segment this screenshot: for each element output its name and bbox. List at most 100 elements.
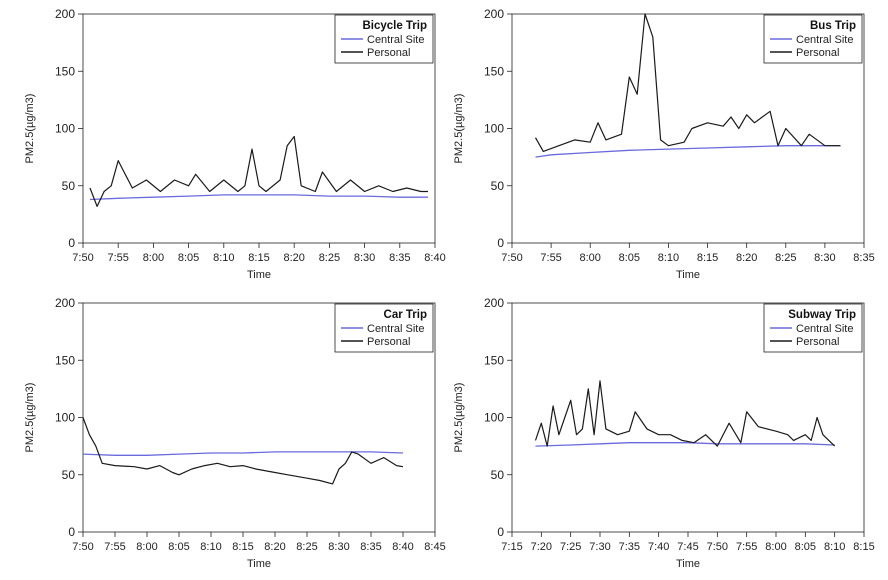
x-tick-label: 7:50 bbox=[501, 252, 522, 264]
y-tick-label: 150 bbox=[484, 353, 504, 367]
y-tick-label: 100 bbox=[484, 411, 504, 425]
x-tick-label: 8:20 bbox=[264, 541, 285, 553]
x-tick-label: 8:30 bbox=[328, 541, 349, 553]
x-tick-label: 8:15 bbox=[697, 252, 718, 264]
x-tick-label: 8:35 bbox=[389, 252, 410, 264]
y-tick-label: 150 bbox=[55, 353, 75, 367]
x-tick-label: 8:10 bbox=[200, 541, 221, 553]
x-tick-label: 8:05 bbox=[795, 541, 816, 553]
x-axis-label: Time bbox=[247, 558, 271, 570]
y-tick-label: 200 bbox=[55, 296, 75, 310]
x-tick-label: 8:00 bbox=[580, 252, 601, 264]
x-tick-label: 8:15 bbox=[248, 252, 269, 264]
x-tick-label: 8:15 bbox=[853, 541, 874, 553]
x-tick-label: 8:00 bbox=[765, 541, 786, 553]
x-tick-label: 8:15 bbox=[232, 541, 253, 553]
legend-label: Personal bbox=[367, 336, 410, 348]
y-tick-label: 150 bbox=[484, 64, 504, 78]
legend-label: Central Site bbox=[796, 34, 853, 46]
x-axis-label: Time bbox=[247, 269, 271, 281]
y-tick-label: 50 bbox=[491, 179, 505, 193]
legend-label: Central Site bbox=[367, 323, 424, 335]
x-tick-label: 8:25 bbox=[319, 252, 340, 264]
x-tick-label: 8:10 bbox=[824, 541, 845, 553]
legend-label: Central Site bbox=[796, 323, 853, 335]
x-tick-label: 7:55 bbox=[107, 252, 128, 264]
chart-title: Bus Trip bbox=[810, 20, 856, 32]
series-line bbox=[534, 380, 836, 447]
y-tick-label: 50 bbox=[62, 468, 76, 482]
x-tick-label: 8:00 bbox=[136, 541, 157, 553]
x-tick-label: 8:35 bbox=[853, 252, 874, 264]
series-line bbox=[535, 442, 835, 447]
y-axis-label: PM2.5(µg/m3) bbox=[453, 383, 465, 453]
x-tick-label: 7:45 bbox=[677, 541, 698, 553]
y-tick-label: 150 bbox=[55, 64, 75, 78]
series-line bbox=[89, 135, 428, 207]
chart-title: Subway Trip bbox=[788, 309, 856, 321]
x-tick-label: 8:05 bbox=[168, 541, 189, 553]
x-tick-label: 7:50 bbox=[72, 541, 93, 553]
legend-label: Personal bbox=[796, 47, 839, 59]
chart-panel: 0 50 100 150 200 7:50 7:55 8:00 8:05 8:10 8:15 8:20… bbox=[24, 7, 446, 281]
x-tick-label: 8:05 bbox=[619, 252, 640, 264]
x-tick-label: 7:30 bbox=[589, 541, 610, 553]
y-tick-label: 0 bbox=[68, 236, 75, 250]
chart-panel: 0 50 100 150 200 7:50 7:55 8:00 8:05 8:10 8:15 8:20… bbox=[453, 7, 875, 281]
x-tick-label: 7:55 bbox=[736, 541, 757, 553]
y-tick-label: 200 bbox=[55, 7, 75, 21]
series-line bbox=[89, 194, 428, 201]
chart-panel: 0 50 100 150 200 7:50 7:55 8:00 8:05 8:10 8:15 8:20… bbox=[24, 296, 446, 570]
x-tick-label: 7:20 bbox=[531, 541, 552, 553]
legend-label: Personal bbox=[367, 47, 410, 59]
y-tick-label: 100 bbox=[55, 411, 75, 425]
y-tick-label: 100 bbox=[484, 122, 504, 136]
y-tick-label: 0 bbox=[497, 525, 504, 539]
x-tick-label: 8:20 bbox=[736, 252, 757, 264]
x-tick-label: 8:10 bbox=[658, 252, 679, 264]
y-tick-label: 200 bbox=[484, 7, 504, 21]
x-tick-label: 7:50 bbox=[72, 252, 93, 264]
x-tick-label: 8:00 bbox=[143, 252, 164, 264]
x-tick-label: 8:05 bbox=[178, 252, 199, 264]
legend-box bbox=[763, 14, 863, 64]
series-line bbox=[82, 417, 404, 485]
chart-panel: 0 50 100 150 200 7:15 7:20 7:25 7:30 7:35 7:40 7:45… bbox=[453, 296, 875, 570]
x-tick-label: 7:55 bbox=[540, 252, 561, 264]
y-tick-label: 50 bbox=[491, 468, 505, 482]
x-axis-label: Time bbox=[676, 558, 700, 570]
y-tick-label: 50 bbox=[62, 179, 76, 193]
series-line bbox=[82, 451, 404, 456]
chart-title: Bicycle Trip bbox=[362, 20, 427, 32]
x-tick-label: 8:20 bbox=[283, 252, 304, 264]
y-tick-label: 100 bbox=[55, 122, 75, 136]
x-tick-label: 7:50 bbox=[707, 541, 728, 553]
x-tick-label: 8:40 bbox=[392, 541, 413, 553]
legend-label: Central Site bbox=[367, 34, 424, 46]
x-axis-label: Time bbox=[676, 269, 700, 281]
chart-title: Car Trip bbox=[384, 309, 427, 321]
x-tick-label: 8:35 bbox=[360, 541, 381, 553]
series-line bbox=[534, 13, 841, 152]
x-tick-label: 8:25 bbox=[296, 541, 317, 553]
y-axis-label: PM2.5(µg/m3) bbox=[24, 94, 36, 164]
y-tick-label: 0 bbox=[497, 236, 504, 250]
x-tick-label: 8:45 bbox=[424, 541, 445, 553]
series-line bbox=[535, 145, 841, 158]
y-axis-label: PM2.5(µg/m3) bbox=[453, 94, 465, 164]
legend-label: Personal bbox=[796, 336, 839, 348]
x-tick-label: 8:40 bbox=[424, 252, 445, 264]
x-tick-label: 8:30 bbox=[814, 252, 835, 264]
y-axis-label: PM2.5(µg/m3) bbox=[24, 383, 36, 453]
x-tick-label: 7:25 bbox=[560, 541, 581, 553]
x-tick-label: 8:25 bbox=[775, 252, 796, 264]
x-tick-label: 7:15 bbox=[501, 541, 522, 553]
x-tick-label: 7:55 bbox=[104, 541, 125, 553]
x-tick-label: 8:10 bbox=[213, 252, 234, 264]
y-tick-label: 200 bbox=[484, 296, 504, 310]
y-tick-label: 0 bbox=[68, 525, 75, 539]
x-tick-label: 8:30 bbox=[354, 252, 375, 264]
x-tick-label: 7:40 bbox=[648, 541, 669, 553]
x-tick-label: 7:35 bbox=[619, 541, 640, 553]
